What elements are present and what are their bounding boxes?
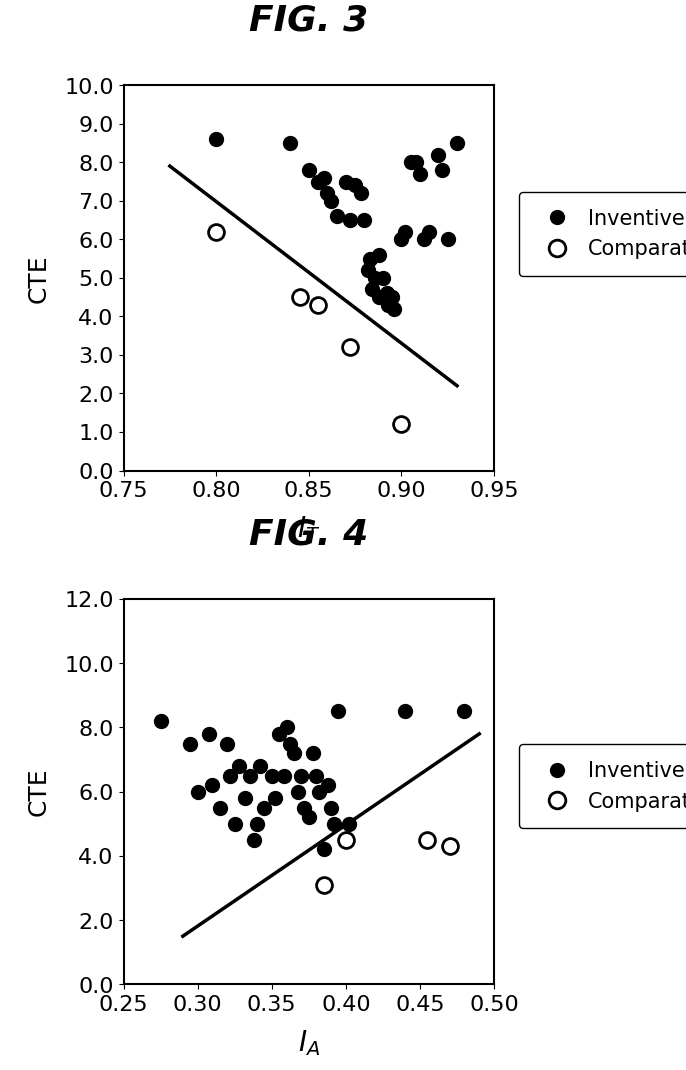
Point bbox=[259, 799, 270, 816]
Point bbox=[285, 135, 296, 152]
Point bbox=[340, 173, 351, 190]
Point bbox=[266, 767, 277, 784]
Point bbox=[374, 246, 385, 263]
Point bbox=[322, 777, 333, 794]
Point bbox=[299, 799, 310, 816]
X-axis label: $I_T$: $I_T$ bbox=[297, 515, 320, 545]
Point bbox=[344, 212, 355, 229]
Point bbox=[307, 745, 318, 762]
Point bbox=[281, 719, 292, 736]
Point bbox=[459, 703, 470, 720]
Point bbox=[207, 777, 218, 794]
Point bbox=[388, 301, 399, 318]
Point bbox=[399, 224, 410, 241]
Point bbox=[311, 767, 322, 784]
Point bbox=[322, 185, 333, 202]
Point bbox=[278, 767, 289, 784]
Legend: Inventive, Comparative: Inventive, Comparative bbox=[519, 745, 686, 828]
Point bbox=[433, 147, 444, 164]
Point bbox=[331, 208, 342, 225]
Point bbox=[214, 799, 225, 816]
Point bbox=[436, 162, 447, 179]
Point bbox=[229, 815, 240, 832]
Point bbox=[344, 339, 355, 356]
Point bbox=[303, 809, 314, 826]
Point bbox=[325, 193, 336, 210]
Point bbox=[274, 725, 285, 743]
Point bbox=[318, 841, 329, 858]
Y-axis label: CTE: CTE bbox=[26, 767, 50, 816]
Point bbox=[222, 735, 233, 752]
Point bbox=[422, 831, 433, 849]
Point bbox=[399, 703, 410, 720]
Point bbox=[418, 231, 429, 248]
Point bbox=[340, 831, 351, 849]
Point bbox=[396, 231, 407, 248]
Point bbox=[204, 725, 215, 743]
Point bbox=[284, 735, 295, 752]
Point bbox=[405, 154, 416, 171]
Legend: Inventive, Comparative: Inventive, Comparative bbox=[519, 193, 686, 276]
Point bbox=[211, 131, 222, 148]
Point bbox=[343, 815, 354, 832]
Point bbox=[451, 135, 462, 152]
Point bbox=[366, 281, 377, 299]
Point bbox=[423, 224, 434, 241]
Y-axis label: CTE: CTE bbox=[26, 254, 50, 303]
Point bbox=[251, 815, 262, 832]
Point bbox=[233, 758, 244, 775]
Point bbox=[442, 231, 453, 248]
Point bbox=[244, 767, 255, 784]
Point bbox=[359, 212, 370, 229]
Point bbox=[312, 173, 323, 190]
Point bbox=[364, 250, 375, 268]
Point bbox=[296, 767, 307, 784]
Point bbox=[386, 289, 397, 306]
Point bbox=[340, 831, 351, 849]
Point bbox=[396, 416, 407, 433]
Point bbox=[381, 285, 392, 302]
Point bbox=[239, 790, 250, 807]
Point bbox=[314, 783, 324, 800]
Point bbox=[303, 162, 314, 179]
Point bbox=[383, 296, 394, 314]
Point bbox=[294, 289, 305, 306]
Point bbox=[185, 735, 196, 752]
Point bbox=[355, 185, 366, 202]
Point bbox=[349, 178, 360, 195]
Point bbox=[325, 799, 336, 816]
Text: FIG. 3: FIG. 3 bbox=[249, 3, 368, 37]
Point bbox=[329, 815, 340, 832]
Point bbox=[269, 790, 280, 807]
Point bbox=[312, 296, 323, 314]
Point bbox=[362, 262, 373, 279]
Point bbox=[414, 166, 425, 183]
Point bbox=[225, 767, 236, 784]
Point bbox=[255, 758, 265, 775]
Point bbox=[318, 876, 329, 893]
Text: FIG. 4: FIG. 4 bbox=[249, 517, 368, 551]
Point bbox=[377, 270, 388, 287]
Point bbox=[288, 745, 299, 762]
Point bbox=[411, 154, 422, 171]
Point bbox=[155, 713, 166, 730]
Point bbox=[248, 831, 259, 849]
Point bbox=[374, 289, 385, 306]
Point bbox=[318, 169, 329, 186]
Point bbox=[370, 270, 381, 287]
Point bbox=[293, 783, 304, 800]
Point bbox=[333, 703, 344, 720]
X-axis label: $I_A$: $I_A$ bbox=[298, 1028, 320, 1058]
Point bbox=[192, 783, 203, 800]
Point bbox=[211, 224, 222, 241]
Point bbox=[444, 838, 455, 855]
